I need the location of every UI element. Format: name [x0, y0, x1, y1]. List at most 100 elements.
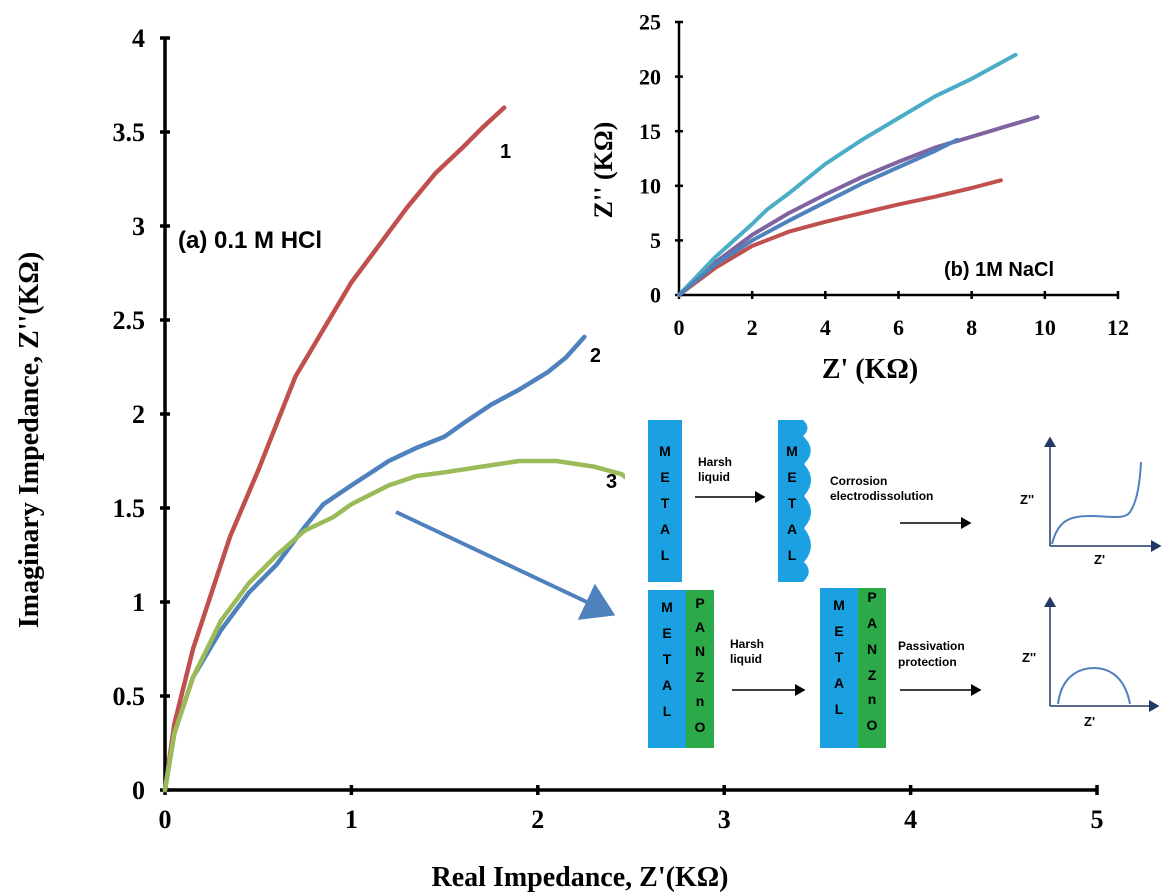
passivation-label-a: Passivation [898, 639, 965, 653]
coating-letter: N [695, 643, 705, 659]
inset-x-axis-label: Z' (KΩ) [822, 354, 918, 385]
inset-axes: 0 2 4 6 8 10 12 0 5 10 15 20 25 [639, 10, 1129, 340]
metal-block-4 [820, 588, 858, 748]
inset-background [600, 0, 1162, 410]
inset-series-line-2 [677, 115, 1040, 297]
inset-x-tick-label: 2 [747, 315, 758, 340]
coating-letter: n [868, 691, 877, 707]
metal-letter: M [659, 443, 671, 459]
schematic-background [625, 412, 1162, 752]
main-x-axis-label: Real Impedance, Z'(KΩ) [432, 862, 729, 893]
main-x-tick-label: 3 [718, 805, 731, 834]
main-axes: 0 1 2 3 4 5 0 0.5 1 1.5 2 2.5 3 3.5 4 [113, 24, 1104, 834]
series-label-2: 2 [590, 345, 601, 367]
coating-letter: A [867, 615, 877, 631]
inset-series [677, 52, 1040, 297]
metal-letters-4: M E T A L [833, 597, 845, 717]
inset-x-tick-label: 8 [966, 315, 977, 340]
inset-y-tick-label: 20 [639, 64, 661, 89]
metal-block-3 [648, 590, 686, 748]
main-x-tick-label: 5 [1091, 805, 1104, 834]
inset-x-tick-label: 0 [674, 315, 685, 340]
harsh-liquid-label-1a: Harsh [698, 455, 732, 469]
main-y-tick-label: 3.5 [113, 118, 146, 147]
series-label-3: 3 [606, 471, 617, 493]
metal-letter: M [661, 599, 673, 615]
main-x-tick-label: 1 [345, 805, 358, 834]
mini-plot-1-curve [1051, 461, 1142, 545]
coating-letter: Z [868, 667, 877, 683]
corrosion-label-a: Corrosion [830, 474, 887, 488]
metal-letter: L [661, 547, 670, 563]
inset-y-tick-label: 10 [639, 174, 661, 199]
passivation-label-b: protection [898, 655, 957, 669]
metal-letter: M [833, 597, 845, 613]
metal-letters-2: M E T A L [786, 443, 798, 563]
metal-letter: E [834, 623, 843, 639]
harsh-liquid-label-2b: liquid [730, 652, 762, 666]
metal-letter: L [835, 701, 844, 717]
main-y-tick-label: 4 [132, 24, 145, 53]
coating-letter: O [867, 717, 878, 733]
series-label-1: 1 [500, 141, 511, 163]
coating-letter: n [696, 693, 705, 709]
main-series-line-1 [162, 105, 507, 793]
metal-letter: M [786, 443, 798, 459]
metal-letters-1: M E T A L [659, 443, 671, 563]
metal-letter: T [661, 495, 670, 511]
coating-block-3 [686, 590, 714, 748]
coating-letter: O [695, 719, 706, 735]
main-y-tick-label: 3 [132, 212, 145, 241]
main-x-tick-label: 0 [159, 805, 172, 834]
inset-y-tick-label: 5 [650, 228, 661, 253]
coating-letter: P [695, 595, 704, 611]
main-y-tick-label: 1 [132, 588, 145, 617]
pointer-arrow [395, 510, 616, 620]
main-y-tick-label: 0 [132, 776, 145, 805]
metal-letter: L [788, 547, 797, 563]
metal-letter: T [663, 651, 672, 667]
coating-block-4 [858, 588, 886, 748]
metal-letter: L [663, 703, 672, 719]
coating-letter: P [867, 589, 876, 605]
metal-letter: A [660, 521, 670, 537]
inset-y-tick-label: 15 [639, 119, 661, 144]
corroded-metal-block [778, 420, 811, 582]
inset-x-tick-label: 10 [1034, 315, 1056, 340]
main-text: Imaginary Impedance, Z''(KΩ) Real Impeda… [14, 141, 728, 893]
main-x-tick-label: 2 [531, 805, 544, 834]
metal-letter: T [788, 495, 797, 511]
metal-letter: E [660, 469, 669, 485]
main-series [162, 105, 643, 793]
coating-letters-3: P A N Z n O [695, 595, 706, 735]
main-y-tick-label: 2.5 [113, 306, 146, 335]
inset-x-tick-label: 4 [820, 315, 831, 340]
mini-plot-2-curve [1057, 666, 1131, 705]
metal-letters-3: M E T A L [661, 599, 673, 719]
main-annotation: (a) 0.1 M HCl [178, 227, 322, 254]
main-x-tick-label: 4 [904, 805, 917, 834]
inset-series-line-3 [677, 52, 1018, 297]
main-y-tick-label: 2 [132, 400, 145, 429]
coating-letter: A [695, 619, 705, 635]
main-y-tick-label: 0.5 [113, 682, 146, 711]
mini-plot-2-z-double: Z'' [1022, 650, 1036, 665]
corrosion-schematic: M E T A L Harsh liquid M E T A L Corrosi… [625, 412, 1162, 752]
main-y-axis-label: Imaginary Impedance, Z''(KΩ) [14, 252, 45, 628]
metal-block-1 [648, 420, 682, 582]
inset-series-line-4 [677, 137, 959, 297]
inset-x-tick-label: 12 [1107, 315, 1129, 340]
coating-letters-4: P A N Z n O [867, 589, 878, 733]
corrosion-label-b: electrodissolution [830, 489, 933, 503]
inset-annotation: (b) 1M NaCl [944, 259, 1054, 281]
mini-plot-1-z-double: Z'' [1020, 492, 1034, 507]
metal-letter: T [835, 649, 844, 665]
harsh-liquid-label-1b: liquid [698, 470, 730, 484]
main-series-line-2 [162, 334, 587, 793]
coating-letter: N [867, 641, 877, 657]
harsh-liquid-label-2a: Harsh [730, 637, 764, 651]
mini-plot-1-z-single: Z' [1094, 552, 1105, 567]
inset-y-tick-label: 25 [639, 10, 661, 35]
main-series-line-3 [162, 458, 643, 793]
